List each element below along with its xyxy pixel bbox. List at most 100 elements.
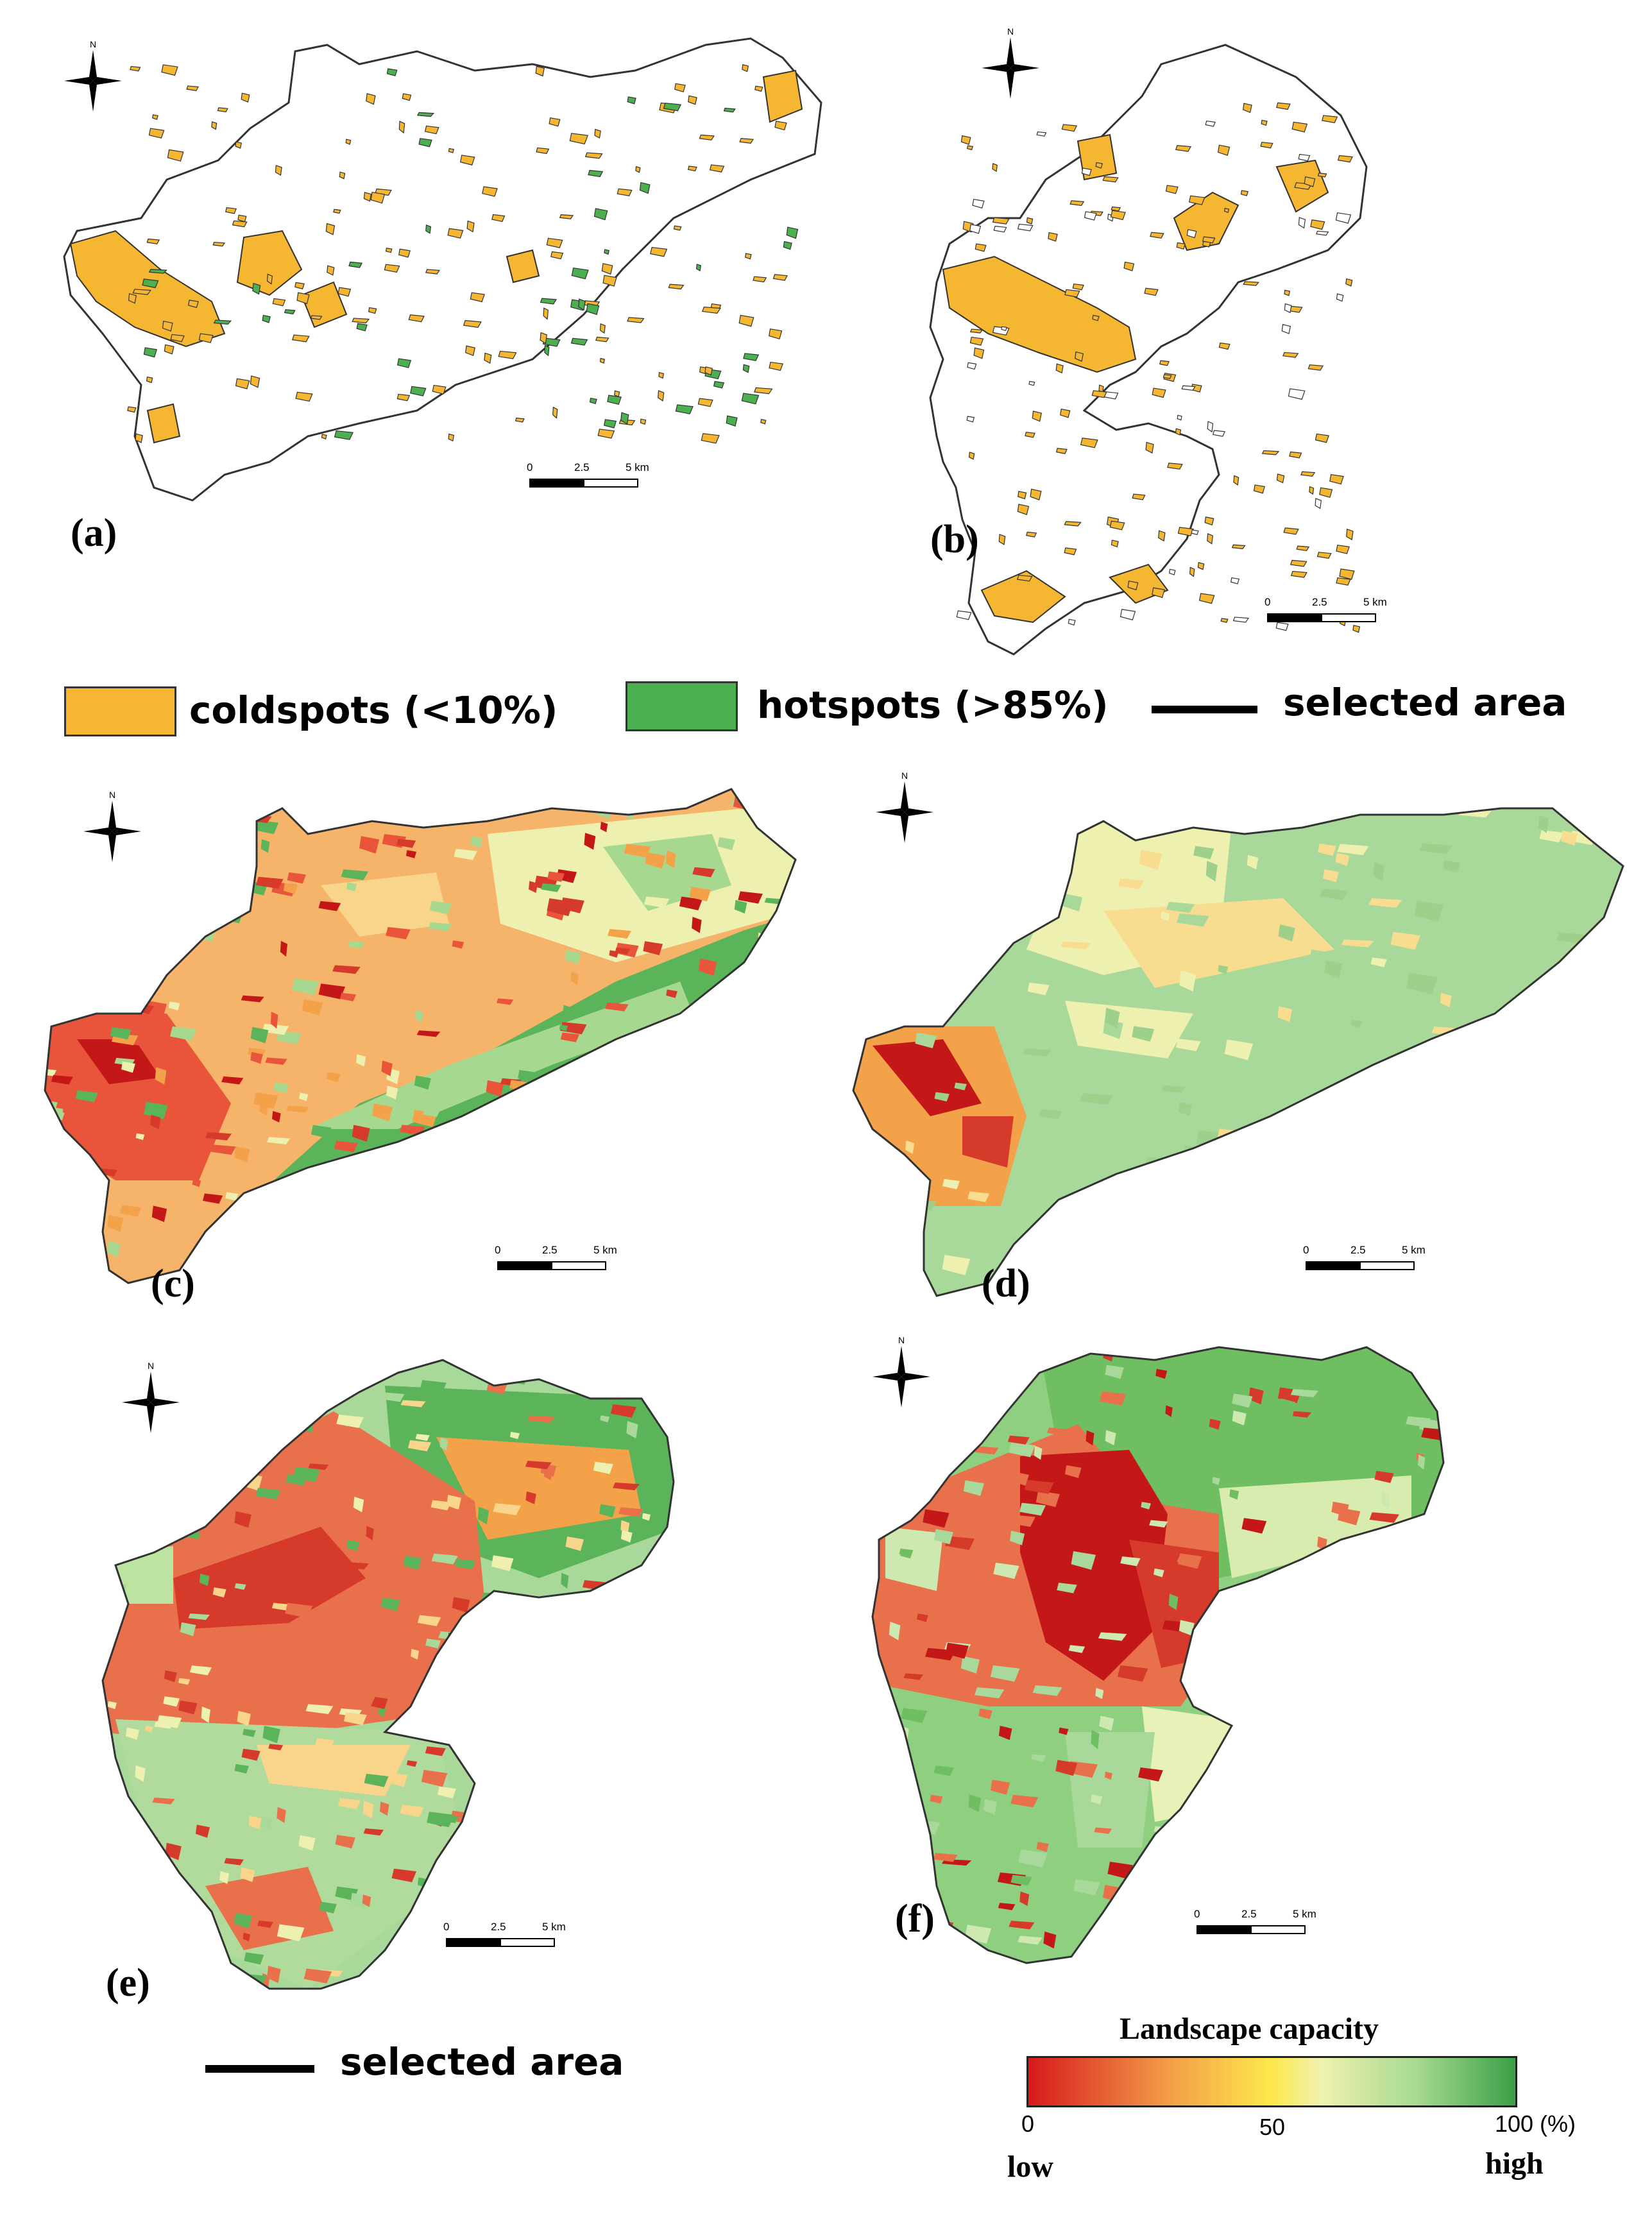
map-patch: [1298, 217, 1306, 229]
map-patch: [266, 273, 273, 285]
map-patch: [1095, 1688, 1104, 1699]
map-patch: [1139, 849, 1162, 871]
map-patch: [1362, 1935, 1379, 1951]
map-patch: [291, 334, 310, 343]
map-patch: [1334, 1824, 1361, 1837]
map-patch: [626, 1420, 638, 1439]
map-patch: [212, 1587, 226, 1598]
map-patch: [152, 1798, 175, 1805]
map-patch: [650, 246, 668, 257]
map-patch: [511, 1147, 533, 1155]
map-patch: [234, 1583, 246, 1590]
map-patch: [1177, 1553, 1202, 1569]
map-patch: [1177, 527, 1194, 536]
map-patch: [71, 1211, 99, 1225]
map-a-spots: [127, 64, 799, 444]
map-patch: [241, 1456, 260, 1474]
map-patch: [268, 1744, 284, 1751]
map-patch: [350, 800, 359, 813]
map-patch: [1169, 1824, 1179, 1835]
map-patch: [1390, 931, 1420, 950]
map-patch: [1176, 913, 1209, 927]
map-patch: [1139, 1211, 1154, 1232]
map-patch: [400, 1805, 424, 1817]
map-patch: [1445, 1172, 1457, 1187]
map-patch: [339, 992, 357, 1001]
map-patch: [1176, 242, 1186, 250]
map-patch: [771, 1030, 796, 1045]
map-patch: [942, 1178, 960, 1189]
map-patch: [593, 1461, 613, 1474]
map-patch: [966, 416, 975, 423]
scale-tick-end: 5 km: [542, 1921, 566, 1933]
map-patch: [1313, 1780, 1329, 1792]
map-patch: [448, 148, 455, 153]
map-patch: [110, 1941, 126, 1956]
map-patch: [148, 1669, 161, 1685]
map-patch: [1229, 1489, 1239, 1500]
map-patch: [262, 1024, 289, 1035]
map-patch: [318, 901, 341, 912]
map-patch: [701, 433, 720, 444]
scale-bar: 0 2.5 5 km: [443, 1921, 587, 1960]
map-patch: [1209, 1418, 1221, 1430]
map-patch: [559, 1024, 568, 1032]
map-patch: [1229, 1227, 1255, 1242]
panel-label-a: (a): [71, 511, 117, 555]
map-patch: [738, 1293, 759, 1300]
map-patch: [1069, 200, 1085, 206]
map-patch: [1315, 1422, 1343, 1438]
map-patch: [1165, 185, 1179, 194]
map-patch: [1022, 1048, 1052, 1057]
map-patch: [933, 1765, 954, 1776]
map-patch: [1335, 212, 1352, 224]
map-patch: [1337, 844, 1369, 856]
map-a-coldspot: [506, 249, 540, 284]
map-patch: [1261, 119, 1268, 126]
map-patch: [945, 1536, 975, 1551]
map-patch: [1024, 1479, 1054, 1494]
map-patch: [1344, 1939, 1368, 1946]
map-patch: [380, 1597, 400, 1611]
map-patch: [1186, 229, 1197, 239]
map-patch: [164, 1670, 177, 1683]
map-patch: [674, 83, 686, 92]
map-patch: [144, 1000, 167, 1019]
map-patch: [191, 1923, 200, 1935]
map-patch: [896, 1493, 911, 1508]
map-patch: [1319, 888, 1348, 900]
map-patch: [632, 1853, 656, 1867]
map-patch: [1322, 115, 1338, 123]
map-patch: [170, 1026, 196, 1041]
map-patch: [627, 317, 645, 323]
map-patch: [1586, 1031, 1610, 1049]
scale-tick-mid: 2.5: [1350, 1244, 1366, 1256]
scale-bar: 0 2.5 5 km: [495, 1245, 638, 1283]
map-patch: [662, 1485, 674, 1498]
map-patch: [110, 1027, 132, 1040]
map-patch: [128, 293, 137, 304]
map-patch: [1333, 1543, 1362, 1559]
map-patch: [459, 1662, 484, 1669]
map-patch: [647, 1250, 661, 1259]
map-patch: [1059, 1727, 1069, 1735]
map-patch: [1207, 533, 1213, 545]
map-patch: [1172, 1932, 1189, 1941]
map-patch: [491, 214, 506, 223]
map-patch: [1304, 176, 1316, 187]
map-patch: [992, 217, 1010, 225]
map-patch: [457, 1153, 474, 1168]
map-patch: [1105, 1365, 1124, 1379]
colorbar-unit: (%): [1540, 2111, 1576, 2137]
map-patch: [1080, 438, 1098, 448]
map-patch: [1095, 162, 1103, 169]
map-patch: [207, 1427, 231, 1436]
map-patch: [1374, 1470, 1394, 1483]
map-patch: [224, 1858, 244, 1866]
scale-tick-mid: 2.5: [1312, 596, 1327, 608]
north-arrow-icon: N: [975, 26, 1046, 109]
map-patch: [570, 337, 588, 346]
map-patch: [178, 1678, 191, 1685]
map-patch: [923, 958, 946, 973]
map-patch: [283, 883, 298, 894]
